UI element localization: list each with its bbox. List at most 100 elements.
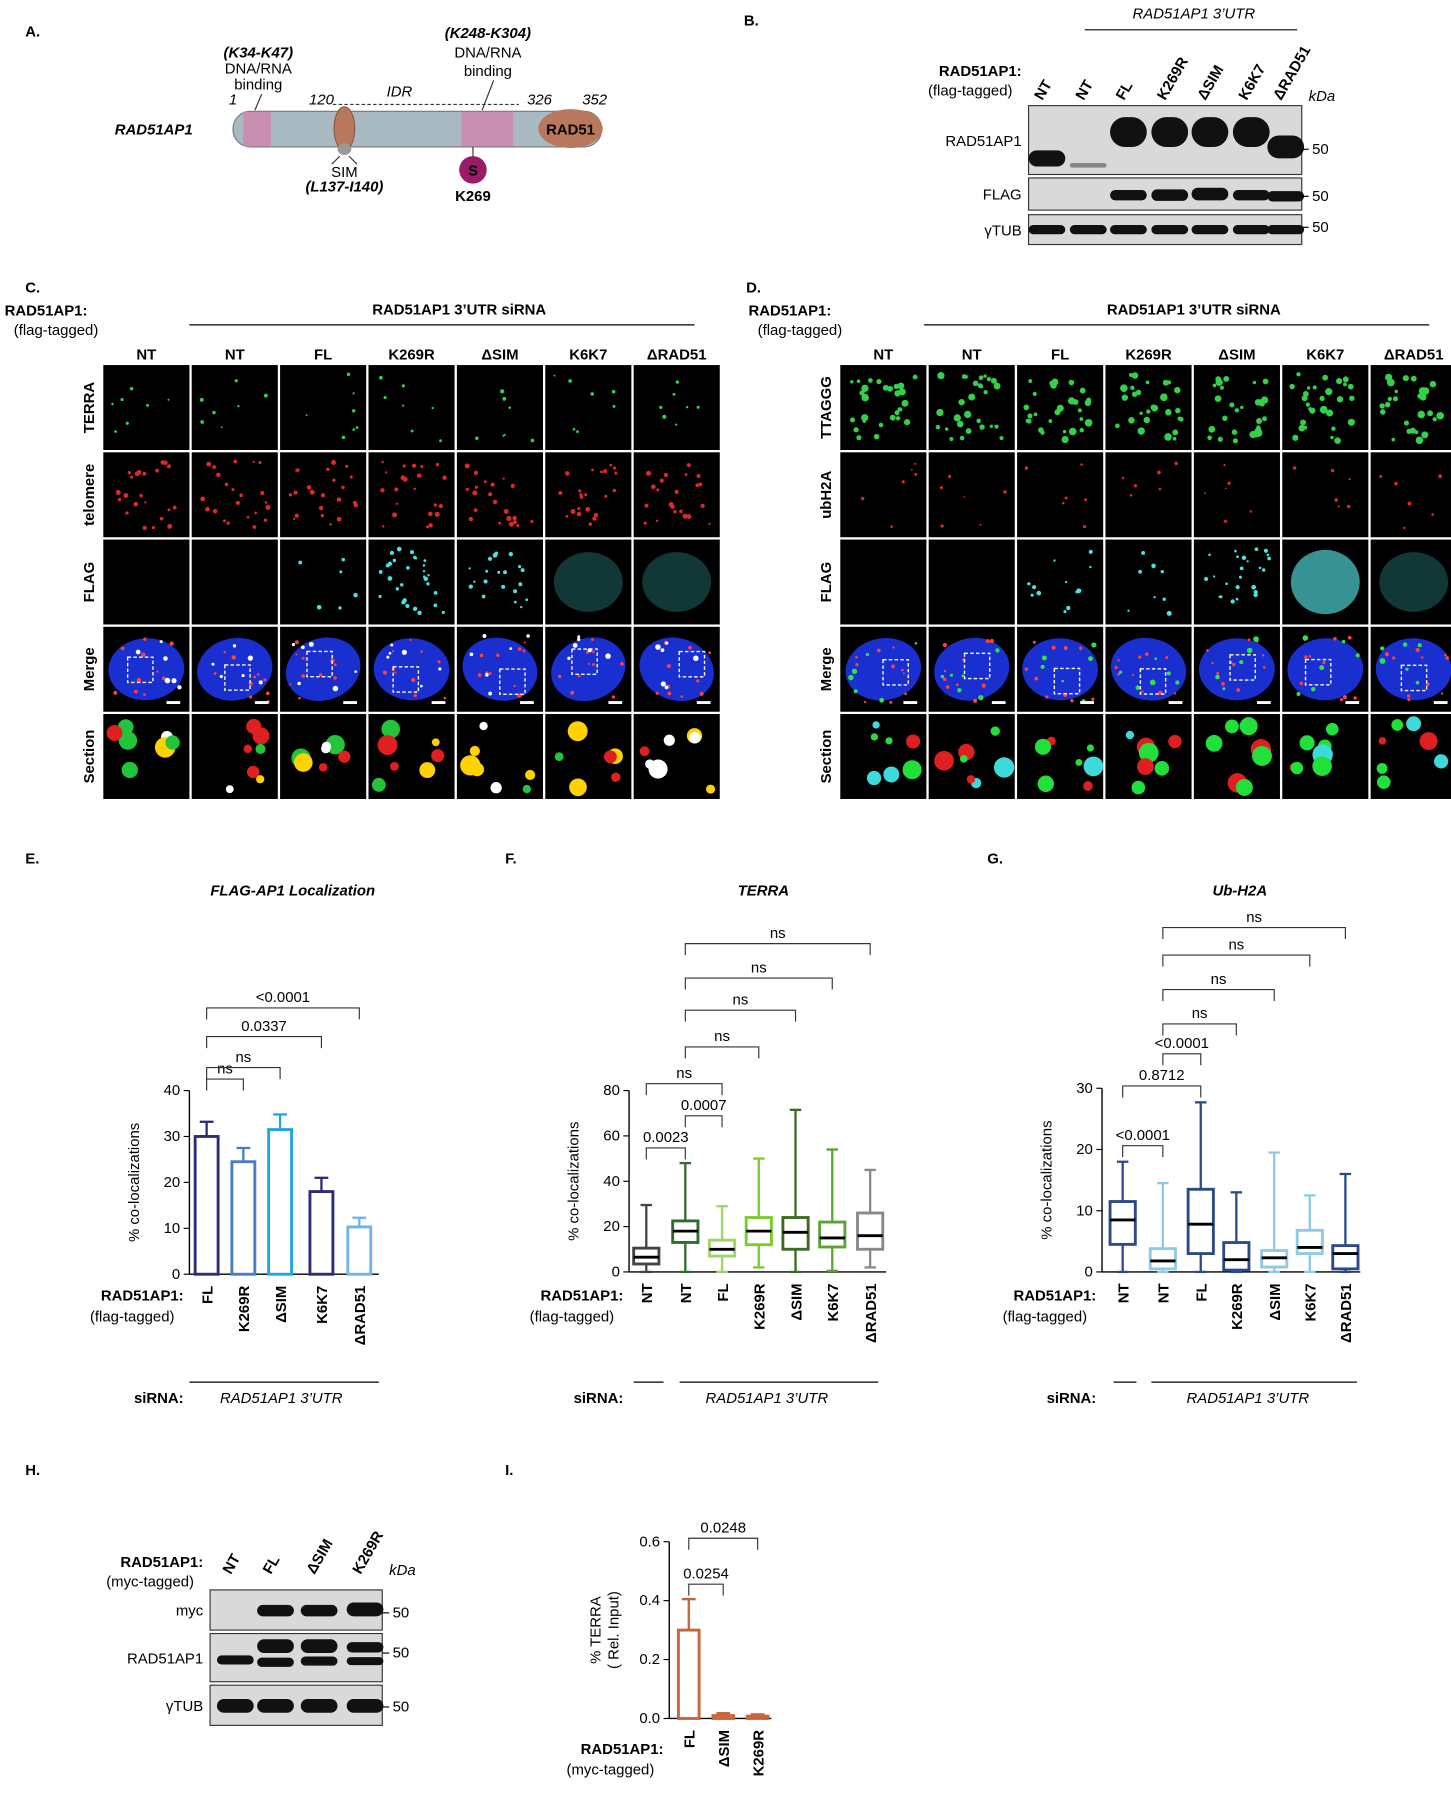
focus: [129, 387, 134, 391]
focus: [354, 670, 358, 673]
focus: [1114, 666, 1118, 670]
focus: [516, 524, 520, 527]
focus: [995, 648, 1000, 653]
nucleus: [551, 637, 626, 702]
blob: [1034, 738, 1052, 755]
band: [1069, 163, 1107, 168]
rule: [348, 155, 358, 165]
inset-box: [306, 650, 333, 678]
focus: [130, 475, 134, 479]
y-tick-label: 60: [603, 1127, 620, 1144]
p-value: ns: [770, 925, 786, 942]
focus: [232, 644, 237, 648]
focus: [1208, 425, 1216, 433]
focus: [949, 436, 954, 442]
focus: [133, 689, 138, 694]
focus: [1061, 435, 1069, 444]
focus: [223, 651, 226, 654]
focus: [318, 673, 323, 677]
focus: [241, 674, 245, 678]
significance-bracket: [688, 1537, 759, 1550]
focus: [1415, 680, 1420, 685]
label: (flag-tagged): [928, 82, 1013, 99]
y-tick-label: 40: [164, 1082, 181, 1099]
blob: [611, 772, 621, 782]
micrograph: [1370, 452, 1451, 538]
micrograph: [840, 714, 927, 799]
label: 50: [393, 1645, 410, 1662]
focus: [237, 404, 240, 408]
blob: [165, 735, 180, 750]
focus: [1391, 437, 1396, 442]
y-tick-label: 0.0: [639, 1710, 660, 1727]
focus: [1296, 372, 1301, 377]
focus: [1030, 593, 1034, 597]
residue: 1: [229, 91, 237, 108]
focus: [1079, 387, 1086, 394]
focus: [1319, 665, 1325, 671]
blob: [1205, 734, 1223, 752]
focus: [873, 433, 880, 440]
focus: [1394, 481, 1398, 486]
focus: [688, 645, 692, 650]
x-tick-label: ΔSIM: [273, 1286, 290, 1323]
focus: [567, 656, 571, 660]
blob: [377, 735, 398, 755]
box: [818, 1220, 847, 1249]
label: (K34-K47): [223, 44, 293, 61]
focus: [1089, 565, 1092, 569]
x-tick-label: FL: [715, 1283, 732, 1301]
focus: [1048, 419, 1053, 423]
focus: [293, 490, 298, 495]
p-value: ns: [1246, 909, 1262, 926]
inset-box: [678, 650, 706, 678]
focus: [518, 582, 523, 587]
focus: [1261, 568, 1266, 572]
focus: [993, 382, 1001, 390]
focus: [1267, 556, 1271, 561]
blob: [689, 731, 701, 744]
y-tick-label: 30: [164, 1128, 181, 1145]
focus: [579, 495, 584, 499]
focus: [1166, 671, 1171, 676]
x-tick-label: K269R: [750, 1730, 767, 1777]
y-tick-label: 10: [1076, 1202, 1093, 1219]
focus: [1084, 399, 1092, 407]
column-label: ΔSIM: [481, 346, 518, 363]
label: (L137-I140): [305, 179, 383, 196]
focus: [326, 467, 330, 472]
focus: [1421, 431, 1429, 439]
focus: [894, 410, 900, 416]
blob: [934, 751, 954, 771]
focus: [1292, 466, 1297, 470]
label: RAD51: [546, 121, 595, 138]
focus: [978, 695, 984, 701]
focus: [386, 655, 390, 659]
focus: [212, 465, 216, 469]
p-value: <0.0001: [256, 989, 310, 1006]
p-value: ns: [751, 959, 767, 976]
focus: [976, 418, 981, 424]
focus: [249, 695, 253, 699]
haze: [642, 552, 712, 612]
focus: [1308, 407, 1313, 412]
blob: [294, 753, 313, 772]
focus: [509, 647, 513, 650]
band: [1267, 225, 1305, 235]
focus: [935, 424, 941, 430]
panel-label: D.: [746, 280, 761, 297]
focus: [435, 462, 440, 467]
focus: [679, 509, 683, 514]
focus: [1322, 660, 1326, 665]
rule: [254, 93, 263, 111]
lane-label: K269R: [1154, 54, 1192, 103]
focus: [1427, 410, 1434, 417]
focus: [234, 379, 238, 383]
focus: [612, 488, 617, 493]
focus: [1045, 695, 1049, 699]
focus: [973, 698, 978, 703]
focus: [1165, 409, 1172, 416]
focus: [164, 677, 171, 684]
focus: [675, 380, 680, 384]
focus: [1341, 639, 1346, 644]
